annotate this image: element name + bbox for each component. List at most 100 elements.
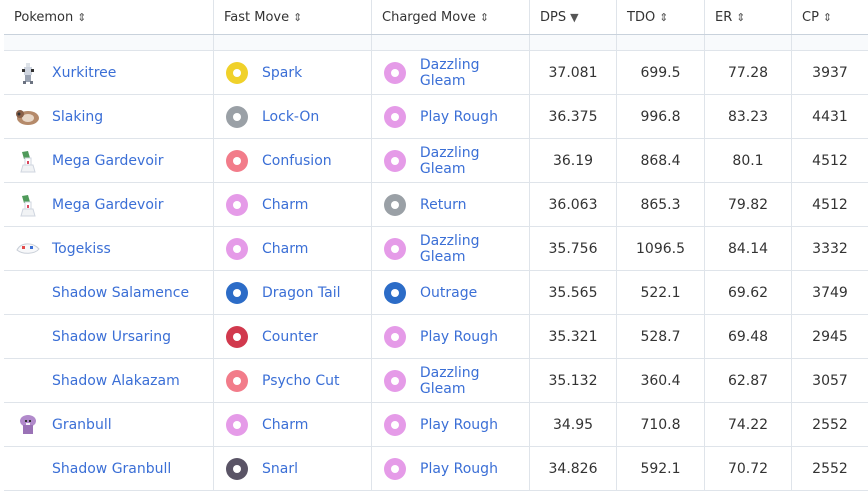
cp-value: 3749	[812, 284, 848, 301]
pokemon-name-link[interactable]: Mega Gardevoir	[52, 152, 164, 169]
charged-move-cell: Play Rough	[372, 447, 530, 490]
fast-move-link[interactable]: Psycho Cut	[262, 372, 340, 389]
cp-cell: 2552	[792, 447, 868, 490]
cp-cell: 4512	[792, 183, 868, 226]
pokemon-name-link[interactable]: Xurkitree	[52, 64, 117, 81]
tdo-cell: 360.4	[617, 359, 705, 402]
pokemon-cell: Mega Gardevoir	[4, 183, 214, 226]
charged-move-link[interactable]: Play Rough	[420, 460, 498, 477]
tdo-cell: 1096.5	[617, 227, 705, 270]
charged-move-link[interactable]: Dazzling Gleam	[419, 364, 480, 397]
er-value: 79.82	[727, 196, 769, 213]
charged-move-link[interactable]: Return	[420, 196, 467, 213]
fast-move-type-icon	[226, 369, 248, 392]
dps-cell: 35.321	[530, 315, 617, 358]
tdo-cell: 522.1	[617, 271, 705, 314]
fast-move-cell: Lock-On	[214, 95, 372, 138]
tdo-cell: 996.8	[617, 95, 705, 138]
pokemon-name-link[interactable]: Mega Gardevoir	[52, 196, 164, 213]
column-header-charged-move[interactable]: Charged Move ⇕	[372, 0, 530, 34]
filter-cell	[705, 35, 792, 50]
column-label: CP	[802, 9, 819, 25]
dps-value: 35.756	[548, 240, 598, 257]
cp-cell: 4431	[792, 95, 868, 138]
sort-icon[interactable]: ⇕	[479, 10, 490, 24]
pokemon-name-link[interactable]: Granbull	[52, 416, 112, 433]
sort-icon[interactable]: ⇕	[736, 10, 746, 24]
column-header-cp[interactable]: CP ⇕	[792, 0, 868, 34]
charged-move-link[interactable]: Play Rough	[420, 108, 498, 125]
dps-cell: 34.95	[530, 403, 617, 446]
dps-value: 35.132	[548, 372, 598, 389]
tdo-value: 865.3	[640, 196, 681, 213]
fast-move-cell: Psycho Cut	[214, 359, 372, 402]
dps-value: 35.321	[548, 328, 598, 345]
fast-move-type-icon	[226, 325, 248, 348]
charged-move-link[interactable]: Dazzling Gleam	[419, 56, 480, 89]
column-header-dps[interactable]: DPS ▼	[530, 0, 617, 34]
tdo-value: 528.7	[640, 328, 681, 345]
table-row: Slaking Lock-On Play Rough 36.375 996.8 …	[4, 95, 868, 139]
pokemon-sprite-icon	[15, 104, 41, 130]
sort-icon[interactable]: ⇕	[77, 10, 87, 24]
fast-move-link[interactable]: Charm	[262, 196, 309, 213]
pokemon-cell: Xurkitree	[4, 51, 214, 94]
pokemon-name-link[interactable]: Shadow Granbull	[52, 460, 172, 477]
cp-value: 4512	[812, 196, 848, 213]
charged-move-link[interactable]: Dazzling Gleam	[419, 144, 480, 177]
charged-move-cell: Play Rough	[372, 315, 530, 358]
tdo-value: 996.8	[640, 108, 681, 125]
cp-value: 2552	[812, 460, 848, 477]
column-header-pokemon[interactable]: Pokemon ⇕	[4, 0, 214, 34]
charged-move-link[interactable]: Outrage	[420, 284, 478, 301]
dps-value: 36.063	[548, 196, 598, 213]
pokemon-sprite-icon	[15, 192, 41, 218]
sort-desc-icon[interactable]: ▼	[570, 10, 579, 24]
er-value: 62.87	[727, 372, 769, 389]
tdo-cell: 710.8	[617, 403, 705, 446]
er-cell: 84.14	[705, 227, 792, 270]
pokemon-name-link[interactable]: Togekiss	[52, 240, 111, 257]
fast-move-link[interactable]: Confusion	[262, 152, 332, 169]
dps-cell: 34.826	[530, 447, 617, 490]
pokemon-cell: Granbull	[4, 403, 214, 446]
tdo-value: 360.4	[640, 372, 681, 389]
fast-move-link[interactable]: Lock-On	[262, 108, 320, 125]
fast-move-link[interactable]: Dragon Tail	[262, 284, 341, 301]
fast-move-link[interactable]: Counter	[262, 328, 318, 345]
column-header-fast-move[interactable]: Fast Move ⇕	[214, 0, 372, 34]
pokemon-cell: Shadow Salamence	[4, 271, 214, 314]
pokemon-name-link[interactable]: Shadow Ursaring	[52, 328, 171, 345]
fast-move-link[interactable]: Spark	[262, 64, 303, 81]
column-header-tdo[interactable]: TDO ⇕	[617, 0, 705, 34]
er-value: 84.14	[727, 240, 769, 257]
pokemon-name-link[interactable]: Slaking	[52, 108, 104, 125]
charged-move-link[interactable]: Play Rough	[420, 328, 498, 345]
er-cell: 80.1	[705, 139, 792, 182]
filter-cell	[372, 35, 530, 50]
dps-cell: 37.081	[530, 51, 617, 94]
fast-move-type-icon	[226, 237, 248, 260]
dps-value: 36.375	[548, 108, 598, 125]
sort-icon[interactable]: ⇕	[293, 10, 303, 24]
column-header-er[interactable]: ER ⇕	[705, 0, 792, 34]
fast-move-link[interactable]: Charm	[262, 416, 309, 433]
column-label: Pokemon	[14, 9, 74, 25]
fast-move-link[interactable]: Snarl	[262, 460, 298, 477]
pokemon-name-link[interactable]: Shadow Salamence	[52, 284, 190, 301]
sort-icon[interactable]: ⇕	[659, 10, 669, 24]
tdo-cell: 699.5	[617, 51, 705, 94]
er-value: 70.72	[727, 460, 769, 477]
cp-value: 4431	[812, 108, 848, 125]
charged-move-link[interactable]: Play Rough	[420, 416, 498, 433]
sort-icon[interactable]: ⇕	[822, 10, 833, 24]
tdo-cell: 528.7	[617, 315, 705, 358]
fast-move-type-icon	[226, 193, 248, 216]
table-row: Shadow Granbull Snarl Play Rough 34.826 …	[4, 447, 868, 491]
column-label: TDO	[627, 9, 656, 25]
pokemon-name-link[interactable]: Shadow Alakazam	[52, 372, 180, 389]
cp-cell: 3057	[792, 359, 868, 402]
cp-cell: 4512	[792, 139, 868, 182]
fast-move-link[interactable]: Charm	[262, 240, 309, 257]
charged-move-link[interactable]: Dazzling Gleam	[419, 232, 480, 265]
